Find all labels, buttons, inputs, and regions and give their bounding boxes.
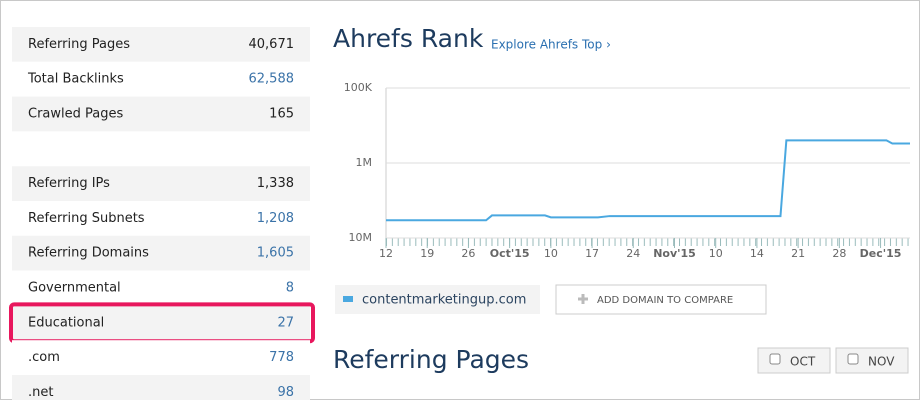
- legend-label: contentmarketingup.com: [362, 293, 526, 308]
- checkbox[interactable]: [847, 353, 859, 365]
- rank-line: [386, 139, 910, 222]
- stat-label: Referring Domains: [28, 246, 149, 261]
- stat-value: 165: [269, 107, 294, 122]
- stat-value[interactable]: 27: [277, 315, 294, 330]
- filters: OCT NOV: [757, 347, 909, 374]
- x-tick-label: 14: [750, 247, 764, 260]
- compare-button[interactable]: [555, 284, 767, 315]
- x-tick-label: 19: [420, 247, 434, 260]
- legend-box: [335, 285, 540, 314]
- x-tick-label: 10: [709, 247, 723, 260]
- stat-value[interactable]: 1,605: [257, 246, 294, 261]
- x-tick-label: Nov'15: [653, 247, 696, 260]
- stat-row: [12, 201, 310, 236]
- stat-label: Crawled Pages: [28, 107, 123, 122]
- stat-row: [12, 270, 310, 306]
- stat-row: [12, 96, 310, 132]
- stat-row: [12, 61, 310, 97]
- x-tick-label: 17: [585, 247, 599, 260]
- stat-row: [12, 235, 310, 271]
- stat-value[interactable]: 8: [286, 281, 294, 296]
- stat-label: Governmental: [28, 281, 121, 296]
- plus-icon: [578, 294, 588, 304]
- stat-label: Referring IPs: [28, 176, 110, 191]
- x-tick-label: 26: [461, 247, 475, 260]
- sidebar: Referring Pages 40,671 Total Backlinks 62,5…: [9, 27, 315, 400]
- stat-row: [12, 27, 310, 62]
- x-tick-label: 12: [379, 247, 393, 260]
- stat-value: 1,338: [257, 176, 294, 191]
- section-title: Ahrefs Rank: [333, 24, 484, 53]
- spacer-row: [12, 131, 310, 167]
- stat-value[interactable]: 778: [269, 350, 294, 365]
- rank-chart: 100K 1M 10M 12 19 26 Oct'15 10 17 24 Nov'15 10 14 21 2…: [344, 81, 910, 260]
- minor-ticks: [386, 238, 910, 246]
- y-tick-label: 100K: [344, 81, 373, 94]
- y-tick-label: 10M: [349, 231, 373, 244]
- stat-value[interactable]: 98: [277, 385, 294, 400]
- compare-label[interactable]: ADD DOMAIN TO COMPARE: [597, 295, 733, 306]
- y-tick-label: 1M: [356, 156, 373, 169]
- stat-row: [12, 305, 310, 341]
- stat-label: Referring Subnets: [28, 211, 145, 226]
- stat-value[interactable]: 1,208: [257, 211, 294, 226]
- stat-row: [12, 375, 310, 400]
- stat-label: .net: [28, 385, 53, 400]
- stat-label: Referring Pages: [28, 37, 130, 52]
- x-tick-label: 21: [791, 247, 805, 260]
- section-title: Referring Pages: [333, 345, 529, 374]
- legend-swatch: [343, 296, 353, 302]
- stat-value[interactable]: 62,588: [249, 72, 295, 87]
- x-tick-label: 10: [544, 247, 558, 260]
- x-tick-label: Oct'15: [490, 247, 530, 260]
- stat-value: 40,671: [249, 37, 295, 52]
- stat-label: .com: [28, 350, 60, 365]
- x-tick-label: Dec'15: [860, 247, 902, 260]
- filter-label[interactable]: NOV: [868, 355, 895, 369]
- stat-row: [12, 166, 310, 201]
- stat-label: Total Backlinks: [27, 72, 124, 87]
- checkbox[interactable]: [769, 353, 781, 365]
- x-tick-label: 28: [832, 247, 846, 260]
- stat-row: [12, 340, 310, 375]
- explore-link[interactable]: Explore Ahrefs Top ›: [491, 38, 611, 52]
- stat-label: Educational: [28, 315, 104, 330]
- filter-label[interactable]: OCT: [790, 355, 816, 369]
- x-tick-label: 24: [626, 247, 640, 260]
